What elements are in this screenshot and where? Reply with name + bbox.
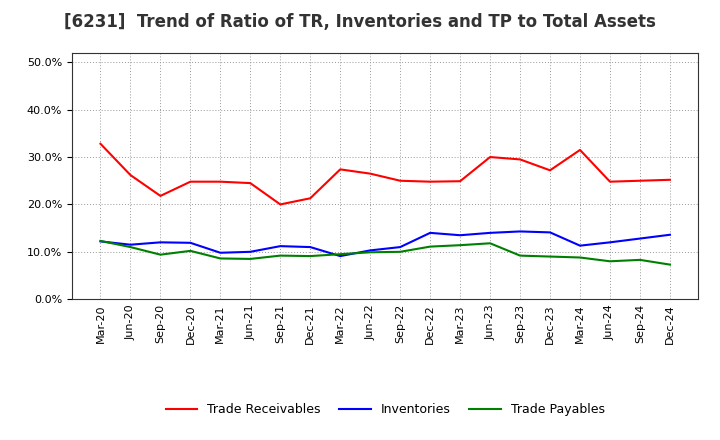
Text: [6231]  Trend of Ratio of TR, Inventories and TP to Total Assets: [6231] Trend of Ratio of TR, Inventories…: [64, 13, 656, 31]
Trade Receivables: [636, 178, 644, 183]
Trade Payables: [516, 253, 524, 258]
Trade Payables: [636, 257, 644, 263]
Inventories: [546, 230, 554, 235]
Inventories: [186, 240, 194, 246]
Trade Payables: [306, 253, 315, 259]
Inventories: [516, 229, 524, 234]
Inventories: [456, 233, 464, 238]
Trade Receivables: [156, 193, 165, 198]
Trade Payables: [366, 249, 374, 255]
Trade Receivables: [665, 177, 674, 183]
Inventories: [96, 239, 105, 244]
Trade Receivables: [576, 147, 585, 153]
Legend: Trade Receivables, Inventories, Trade Payables: Trade Receivables, Inventories, Trade Pa…: [161, 398, 610, 421]
Trade Payables: [486, 241, 495, 246]
Trade Receivables: [96, 141, 105, 147]
Inventories: [276, 243, 284, 249]
Trade Payables: [336, 252, 345, 257]
Trade Receivables: [126, 172, 135, 178]
Inventories: [336, 253, 345, 259]
Trade Receivables: [336, 167, 345, 172]
Inventories: [366, 248, 374, 253]
Inventories: [486, 230, 495, 235]
Trade Payables: [665, 262, 674, 267]
Trade Payables: [396, 249, 405, 254]
Trade Payables: [246, 256, 255, 261]
Trade Receivables: [426, 179, 434, 184]
Trade Payables: [576, 255, 585, 260]
Line: Trade Receivables: Trade Receivables: [101, 144, 670, 205]
Inventories: [216, 250, 225, 255]
Trade Receivables: [276, 202, 284, 207]
Trade Receivables: [456, 179, 464, 184]
Trade Receivables: [486, 154, 495, 160]
Trade Payables: [126, 245, 135, 250]
Trade Receivables: [186, 179, 194, 184]
Trade Payables: [606, 259, 614, 264]
Trade Receivables: [516, 157, 524, 162]
Trade Receivables: [306, 196, 315, 201]
Trade Payables: [546, 254, 554, 259]
Trade Payables: [276, 253, 284, 258]
Trade Payables: [96, 238, 105, 244]
Trade Receivables: [246, 180, 255, 186]
Trade Receivables: [396, 178, 405, 183]
Line: Trade Payables: Trade Payables: [101, 241, 670, 264]
Inventories: [665, 232, 674, 238]
Trade Payables: [186, 248, 194, 253]
Trade Receivables: [366, 171, 374, 176]
Inventories: [306, 245, 315, 250]
Trade Payables: [426, 244, 434, 249]
Inventories: [156, 240, 165, 245]
Inventories: [396, 245, 405, 250]
Inventories: [576, 243, 585, 248]
Trade Receivables: [606, 179, 614, 184]
Inventories: [636, 236, 644, 241]
Trade Payables: [156, 252, 165, 257]
Inventories: [246, 249, 255, 254]
Trade Receivables: [216, 179, 225, 184]
Trade Receivables: [546, 168, 554, 173]
Inventories: [426, 230, 434, 235]
Line: Inventories: Inventories: [101, 231, 670, 256]
Inventories: [126, 242, 135, 247]
Inventories: [606, 240, 614, 245]
Trade Payables: [456, 242, 464, 248]
Trade Payables: [216, 256, 225, 261]
